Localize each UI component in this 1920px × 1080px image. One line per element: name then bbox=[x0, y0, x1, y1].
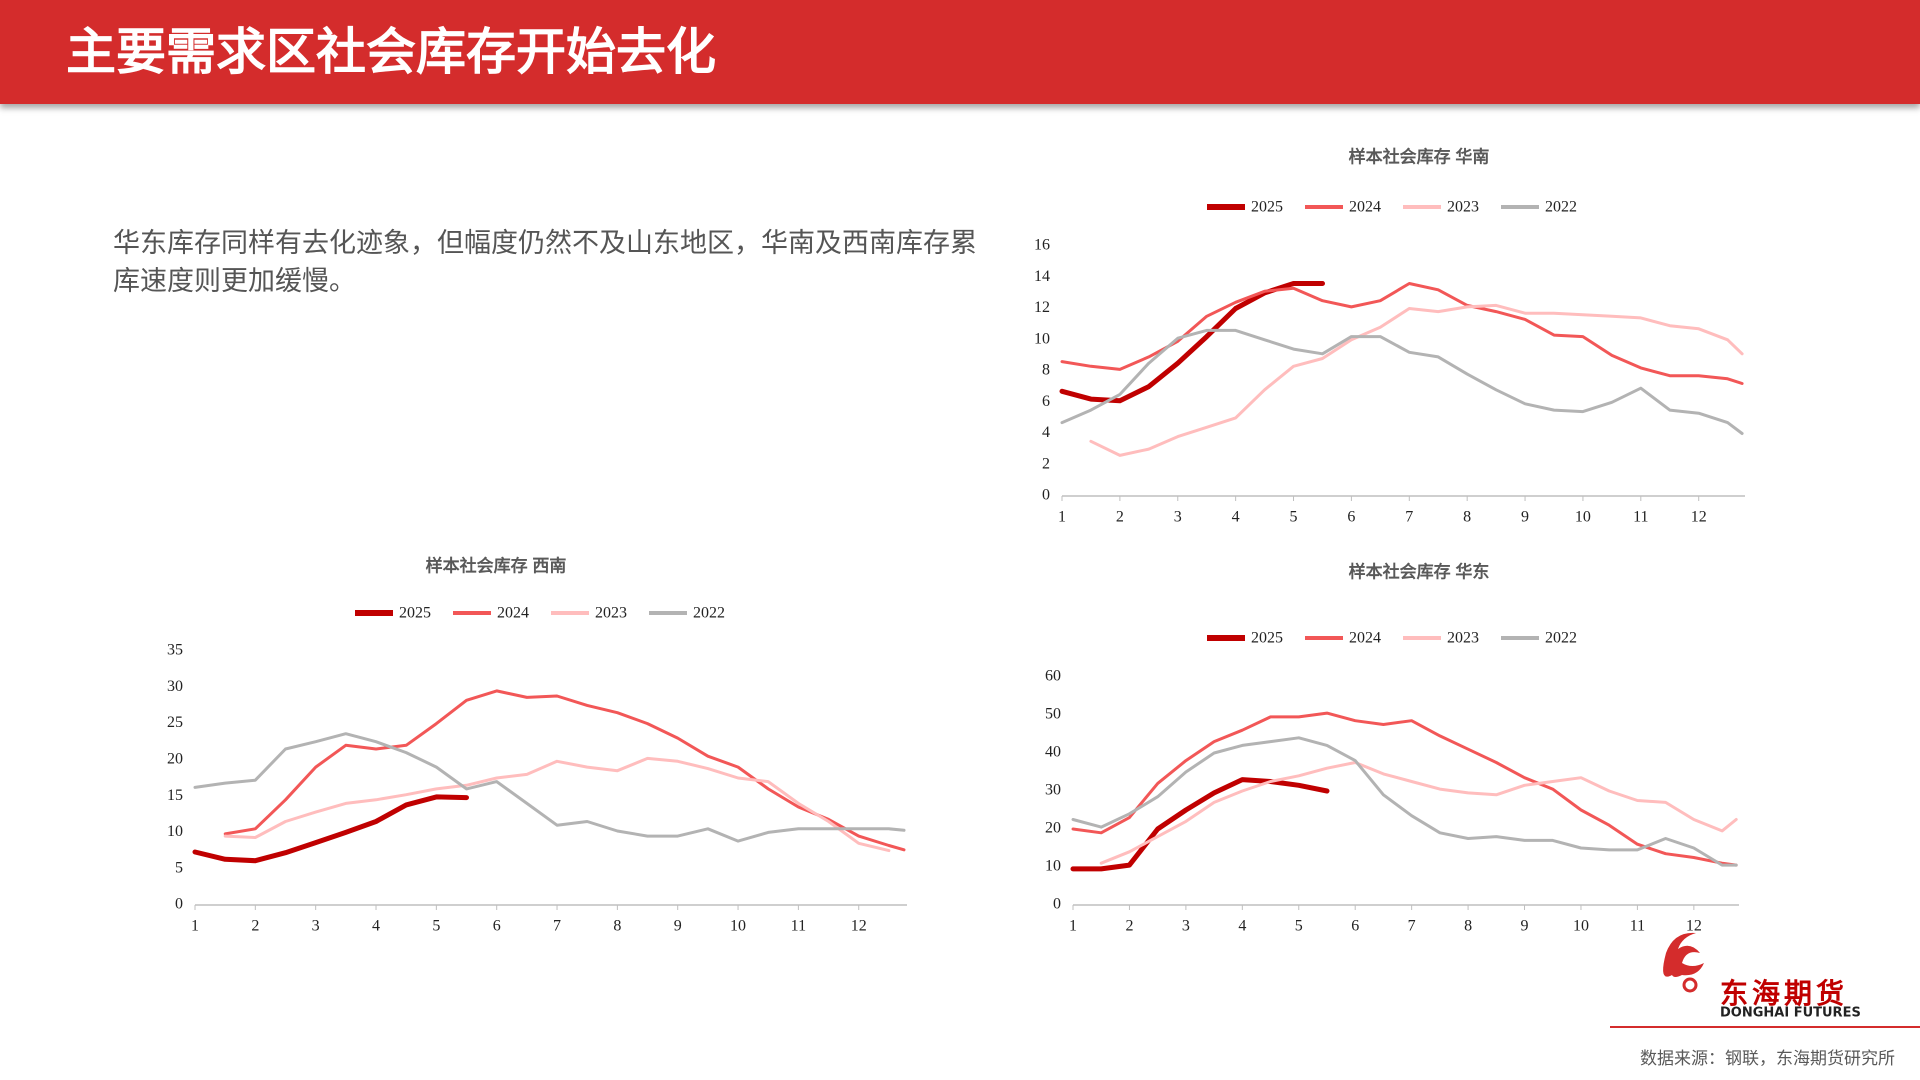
legend-label: 2025 bbox=[1251, 199, 1283, 216]
logo-cn: 东海期货 bbox=[1720, 977, 1848, 1010]
x-tick-label: 6 bbox=[1347, 509, 1355, 526]
x-tick-label: 10 bbox=[730, 918, 746, 935]
y-tick-label: 0 bbox=[1042, 487, 1050, 504]
legend-label: 2025 bbox=[399, 605, 431, 622]
y-tick-label: 8 bbox=[1042, 362, 1050, 379]
series-line bbox=[1059, 281, 1325, 404]
legend-label: 2024 bbox=[1349, 199, 1381, 216]
y-tick-label: 15 bbox=[167, 787, 183, 804]
chart-title: 样本社会库存 华东 bbox=[1349, 561, 1490, 581]
series-line bbox=[1071, 711, 1738, 867]
y-tick-label: 16 bbox=[1034, 237, 1050, 254]
x-tick-label: 2 bbox=[1116, 509, 1124, 526]
y-tick-label: 5 bbox=[175, 859, 183, 876]
x-tick-label: 7 bbox=[553, 918, 561, 935]
x-tick-label: 1 bbox=[1069, 918, 1077, 935]
chart-title: 样本社会库存 西南 bbox=[426, 555, 567, 575]
x-tick-label: 12 bbox=[851, 918, 867, 935]
y-tick-label: 40 bbox=[1045, 744, 1061, 761]
x-tick-label: 11 bbox=[1630, 918, 1645, 935]
x-tick-label: 2 bbox=[1125, 918, 1133, 935]
x-tick-label: 10 bbox=[1575, 509, 1591, 526]
x-tick-label: 9 bbox=[674, 918, 682, 935]
chart-title: 样本社会库存 华南 bbox=[1349, 146, 1490, 166]
y-tick-label: 12 bbox=[1034, 299, 1050, 316]
series-line bbox=[1099, 761, 1738, 865]
y-tick-label: 20 bbox=[167, 751, 183, 768]
series-line bbox=[1089, 303, 1744, 457]
legend-label: 2022 bbox=[1545, 199, 1577, 216]
y-tick-label: 60 bbox=[1045, 668, 1061, 685]
y-tick-label: 2 bbox=[1042, 455, 1050, 472]
page-title: 主要需求区社会库存开始去化 bbox=[66, 24, 716, 80]
y-tick-label: 35 bbox=[167, 642, 183, 659]
x-tick-label: 9 bbox=[1521, 509, 1529, 526]
x-tick-label: 1 bbox=[191, 918, 199, 935]
x-tick-label: 8 bbox=[613, 918, 621, 935]
x-tick-label: 7 bbox=[1405, 509, 1413, 526]
body-text: 华东库存同样有去化迹象，但幅度仍然不及山东地区，华南及西南库存累库速度则更加缓慢… bbox=[113, 228, 977, 296]
x-tick-label: 5 bbox=[1295, 918, 1303, 935]
y-tick-label: 4 bbox=[1042, 424, 1050, 441]
legend-label: 2024 bbox=[1349, 630, 1381, 647]
y-tick-label: 30 bbox=[167, 678, 183, 695]
series-line bbox=[1060, 282, 1744, 385]
legend-label: 2023 bbox=[1447, 199, 1479, 216]
legend-label: 2022 bbox=[693, 605, 725, 622]
y-tick-label: 50 bbox=[1045, 706, 1061, 723]
x-tick-label: 1 bbox=[1058, 509, 1066, 526]
x-tick-label: 7 bbox=[1408, 918, 1416, 935]
y-tick-label: 0 bbox=[175, 896, 183, 913]
y-tick-label: 14 bbox=[1034, 268, 1050, 285]
y-tick-label: 10 bbox=[167, 823, 183, 840]
x-tick-label: 8 bbox=[1463, 509, 1471, 526]
y-tick-label: 25 bbox=[167, 714, 183, 731]
x-tick-label: 4 bbox=[1232, 509, 1240, 526]
logo-en: DONGHAI FUTURES bbox=[1720, 1006, 1861, 1021]
x-tick-label: 8 bbox=[1464, 918, 1472, 935]
x-tick-label: 5 bbox=[1290, 509, 1298, 526]
x-tick-label: 3 bbox=[312, 918, 320, 935]
x-tick-label: 4 bbox=[372, 918, 380, 935]
series-line bbox=[193, 732, 906, 843]
legend-label: 2023 bbox=[1447, 630, 1479, 647]
x-tick-label: 6 bbox=[1351, 918, 1359, 935]
source-note: 数据来源：钢联，东海期货研究所 bbox=[1640, 1049, 1895, 1068]
legend-label: 2023 bbox=[595, 605, 627, 622]
legend-label: 2024 bbox=[497, 605, 529, 622]
y-tick-label: 30 bbox=[1045, 782, 1061, 799]
x-tick-label: 12 bbox=[1686, 918, 1702, 935]
x-tick-label: 3 bbox=[1174, 509, 1182, 526]
x-tick-label: 4 bbox=[1238, 918, 1246, 935]
y-tick-label: 6 bbox=[1042, 393, 1050, 410]
x-tick-label: 2 bbox=[251, 918, 259, 935]
series-line bbox=[223, 756, 891, 853]
legend-label: 2022 bbox=[1545, 630, 1577, 647]
y-tick-label: 10 bbox=[1034, 330, 1050, 347]
x-tick-label: 5 bbox=[432, 918, 440, 935]
legend-label: 2025 bbox=[1251, 630, 1283, 647]
x-tick-label: 12 bbox=[1691, 509, 1707, 526]
y-tick-label: 10 bbox=[1045, 858, 1061, 875]
x-tick-label: 3 bbox=[1182, 918, 1190, 935]
series-line bbox=[223, 689, 906, 852]
x-tick-label: 11 bbox=[791, 918, 806, 935]
x-tick-label: 10 bbox=[1573, 918, 1589, 935]
y-tick-label: 0 bbox=[1053, 896, 1061, 913]
y-tick-label: 20 bbox=[1045, 820, 1061, 837]
x-tick-label: 11 bbox=[1633, 509, 1648, 526]
x-tick-label: 9 bbox=[1521, 918, 1529, 935]
logo-icon bbox=[1663, 932, 1704, 993]
series-line bbox=[1060, 328, 1744, 435]
x-tick-label: 6 bbox=[493, 918, 501, 935]
header-bar: 主要需求区社会库存开始去化 bbox=[0, 0, 1920, 104]
series-line bbox=[192, 794, 469, 864]
series-line bbox=[1071, 736, 1738, 867]
series-line bbox=[1070, 777, 1330, 872]
